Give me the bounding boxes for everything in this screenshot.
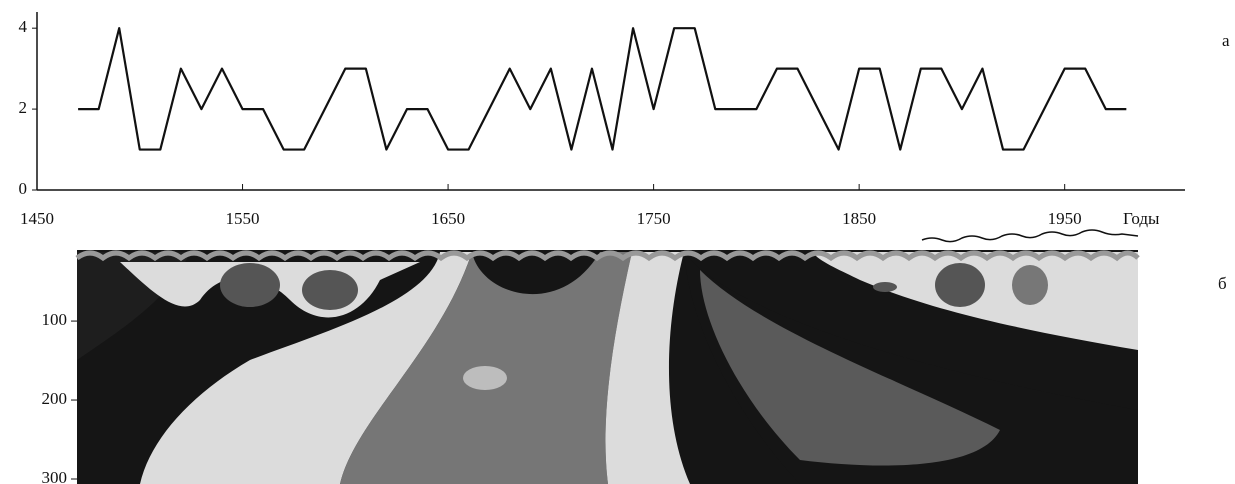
panel-label: б xyxy=(1218,274,1227,293)
x-axis-label: Годы xyxy=(1123,209,1160,228)
y-tick-label: 0 xyxy=(19,179,28,198)
x-tick-label: 1750 xyxy=(637,209,671,228)
panel-label: а xyxy=(1222,31,1230,50)
x-tick-label: 1650 xyxy=(431,209,465,228)
y-tick-label: 200 xyxy=(42,389,68,408)
x-tick-label: 1550 xyxy=(226,209,260,228)
y-tick-label: 300 xyxy=(42,468,68,484)
x-tick-label: 1850 xyxy=(842,209,876,228)
y-tick-label: 100 xyxy=(42,310,68,329)
scalogram-image xyxy=(75,250,1140,484)
line-series xyxy=(78,27,1127,151)
y-tick-label: 2 xyxy=(19,98,28,117)
x-tick-label: 1450 xyxy=(20,209,54,228)
x-tick-label: 1950 xyxy=(1048,209,1082,228)
underline-decoration xyxy=(921,229,1139,243)
y-tick-label: 4 xyxy=(19,17,28,36)
